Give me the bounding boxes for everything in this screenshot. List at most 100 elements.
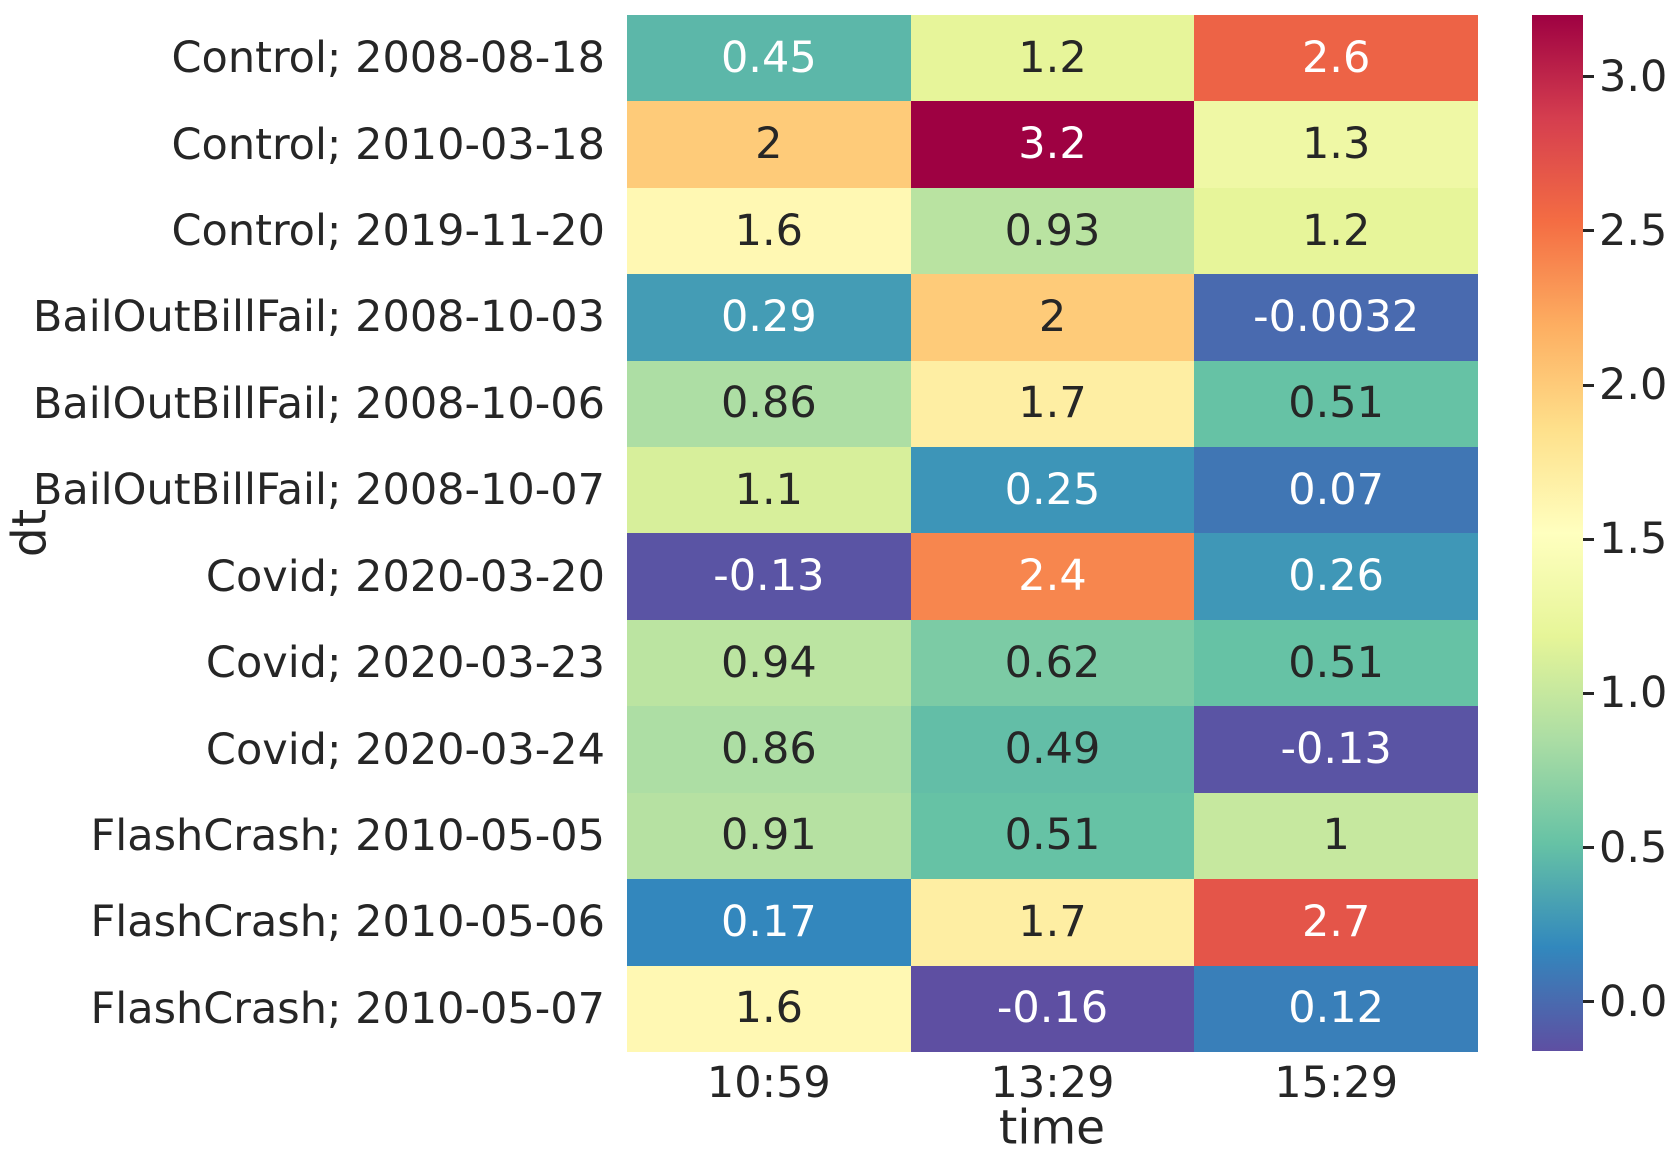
heatmap-cell: 3.2 (910, 101, 1195, 188)
y-tick-label: BailOutBillFail; 2008-10-07 (32, 465, 605, 516)
cell-value: 0.45 (720, 32, 817, 83)
cell-value: 1.6 (734, 205, 804, 256)
colorbar-gradient (1532, 15, 1583, 1051)
y-tick-label: FlashCrash; 2010-05-05 (90, 810, 605, 861)
y-tick-label: Covid; 2020-03-24 (205, 724, 605, 775)
cell-value: -0.13 (713, 551, 825, 602)
cell-value: 0.93 (1004, 205, 1101, 256)
colorbar-tick-mark (1583, 537, 1594, 541)
heatmap-cell: 0.91 (627, 792, 911, 880)
cell-value: 1.2 (1301, 205, 1371, 256)
cell-value: 3.2 (1018, 119, 1087, 170)
cell-value: 0.94 (720, 637, 817, 688)
heatmap-cell: -0.16 (910, 965, 1195, 1052)
cell-value: 0.12 (1288, 983, 1385, 1034)
heatmap-cell: 2 (627, 101, 911, 188)
cell-value: 1.7 (1018, 896, 1087, 947)
heatmap-cell: 0.51 (1194, 360, 1478, 448)
heatmap-cell: 1.3 (1194, 101, 1478, 188)
colorbar-tick-label: 0.5 (1599, 822, 1668, 873)
heatmap-cell: 1.7 (910, 879, 1195, 966)
cell-value: 0.26 (1288, 551, 1385, 602)
heatmap-cell: 1.6 (627, 187, 911, 275)
colorbar-tick-mark (1583, 383, 1594, 387)
heatmap-cell: 2.4 (910, 533, 1195, 620)
heatmap-cell: 2.7 (1194, 879, 1478, 966)
y-tick-label: Covid; 2020-03-23 (205, 638, 605, 689)
heatmap-cell: 0.45 (627, 15, 911, 102)
y-tick-label: Control; 2010-03-18 (171, 119, 606, 170)
cell-value: 0.62 (1004, 637, 1101, 688)
heatmap-cell: 0.12 (1194, 965, 1478, 1052)
cell-value: 1.7 (1018, 378, 1087, 429)
cell-value: 1.3 (1301, 119, 1371, 170)
heatmap-cell: 0.29 (627, 274, 911, 361)
heatmap-cell: 1.2 (1194, 187, 1478, 275)
cell-value: 0.07 (1288, 464, 1385, 515)
heatmap-cell: 0.25 (910, 447, 1195, 534)
heatmap-cell: 1.7 (910, 360, 1195, 448)
heatmap-cell: -0.13 (627, 533, 911, 620)
cell-value: -0.16 (996, 983, 1109, 1034)
heatmap-cell: 1.2 (910, 15, 1195, 102)
heatmap-cell: 0.26 (1194, 533, 1478, 620)
cell-value: 2.6 (1301, 32, 1371, 83)
cell-value: 0.49 (1004, 724, 1101, 775)
cell-value: 0.51 (1004, 810, 1101, 861)
heatmap-cell: 0.51 (1194, 619, 1478, 707)
y-tick-label: Control; 2008-08-18 (171, 33, 606, 84)
cell-value: 0.86 (720, 378, 817, 429)
x-tick-label: 15:29 (1274, 1058, 1399, 1108)
heatmap-cell: 0.62 (910, 619, 1195, 707)
heatmap-cell: 0.17 (627, 879, 911, 966)
colorbar-tick-label: 3.0 (1599, 51, 1668, 102)
heatmap-cell: 2.6 (1194, 15, 1478, 102)
heatmap-cell: 0.86 (627, 360, 911, 448)
colorbar-tick-label: 1.0 (1599, 668, 1668, 719)
colorbar-tick-label: 2.5 (1599, 205, 1668, 256)
heatmap-cell: 0.93 (910, 187, 1195, 275)
cell-value: 2 (755, 119, 783, 170)
y-tick-label: Control; 2019-11-20 (171, 206, 606, 257)
heatmap-cell: 1.6 (627, 965, 911, 1052)
cell-value: 0.17 (720, 896, 817, 947)
cell-value: 0.91 (720, 810, 817, 861)
cell-value: 0.25 (1004, 464, 1101, 515)
colorbar-tick-mark (1583, 1000, 1594, 1004)
heatmap-cell: 0.49 (910, 706, 1195, 793)
cell-value: 1.2 (1018, 32, 1087, 83)
cell-value: 1.1 (734, 464, 804, 515)
colorbar-tick-mark (1583, 229, 1594, 233)
x-axis-label: time (998, 1100, 1106, 1156)
y-tick-label: Covid; 2020-03-20 (205, 551, 605, 602)
heatmap-cell: -0.0032 (1194, 274, 1478, 361)
colorbar-tick-label: 1.5 (1599, 514, 1668, 565)
heatmap-cell: 1.1 (627, 447, 911, 534)
x-tick-label: 10:59 (706, 1058, 831, 1108)
heatmap-cell: 2 (910, 274, 1195, 361)
y-tick-label: BailOutBillFail; 2008-10-03 (32, 292, 605, 343)
cell-value: 1 (1322, 810, 1350, 861)
cell-value: -0.0032 (1253, 291, 1420, 342)
y-tick-label: FlashCrash; 2010-05-07 (90, 983, 605, 1034)
cell-value: 1.6 (734, 983, 804, 1034)
colorbar-tick-mark (1583, 846, 1594, 849)
cell-value: 2.7 (1301, 896, 1371, 947)
y-tick-label: FlashCrash; 2010-05-06 (90, 897, 605, 948)
colorbar-tick-mark (1583, 691, 1594, 695)
cell-value: -0.13 (1280, 724, 1392, 775)
colorbar-tick-label: 0.0 (1599, 976, 1668, 1027)
x-tick-label: 13:29 (990, 1058, 1115, 1108)
heatmap-cell: 1 (1194, 792, 1478, 880)
heatmap-cell: 0.07 (1194, 447, 1478, 534)
cell-value: 0.29 (720, 291, 817, 342)
cell-value: 0.86 (720, 724, 817, 775)
heatmap-cell: -0.13 (1194, 706, 1478, 793)
heatmap-cell: 0.94 (627, 619, 911, 707)
y-tick-label: BailOutBillFail; 2008-10-06 (32, 378, 605, 429)
cell-value: 0.51 (1288, 378, 1385, 429)
heatmap-cell: 0.51 (910, 792, 1195, 880)
cell-value: 2 (1038, 291, 1067, 342)
cell-value: 0.51 (1288, 637, 1385, 688)
